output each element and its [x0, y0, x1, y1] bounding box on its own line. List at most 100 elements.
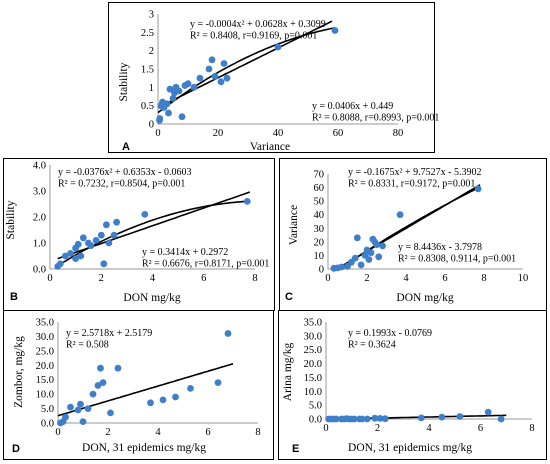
y-tick-label: 50 — [314, 197, 325, 208]
data-point — [87, 242, 95, 250]
regression-equation: R² = 0.8408, r=0.9169, p=0.001 — [190, 31, 317, 42]
y-tick-label: 70 — [314, 170, 325, 181]
y-tick-label: 25.0 — [304, 345, 322, 356]
data-point — [474, 185, 482, 193]
data-point — [99, 379, 107, 386]
regression-equation: y = -0.0376x² + 0.6353x - 0.0603 — [58, 167, 191, 178]
x-axis-title: DON mg/kg — [396, 292, 453, 304]
panel-letter: E — [292, 443, 299, 455]
data-point — [456, 413, 464, 420]
y-axis-title: Variance — [288, 205, 300, 245]
x-tick-label: 8 — [481, 273, 486, 284]
data-point — [163, 100, 171, 108]
data-point — [363, 415, 371, 423]
y-tick-label: 0 — [319, 265, 324, 276]
data-point — [92, 237, 100, 244]
y-tick-label: 10.0 — [304, 387, 322, 398]
data-point — [67, 250, 74, 257]
y-tick-label: 0 — [149, 120, 154, 131]
data-point — [172, 393, 179, 401]
regression-equation: R² = 0.3624 — [348, 340, 396, 351]
y-tick-label: 40 — [314, 210, 325, 221]
x-tick-label: 4 — [403, 273, 409, 284]
data-point — [77, 400, 84, 408]
data-point — [175, 87, 183, 95]
data-point — [178, 113, 186, 121]
regression-equation: y = 0.0406x + 0.449 — [312, 101, 393, 112]
data-point — [74, 240, 82, 248]
data-point — [365, 256, 373, 263]
data-point — [375, 253, 383, 261]
data-point — [165, 109, 172, 117]
panel-letter: A — [122, 141, 130, 153]
data-point — [79, 234, 87, 242]
x-tick-label: 60 — [333, 128, 344, 139]
data-point — [97, 231, 105, 239]
data-point — [156, 115, 164, 122]
data-point — [484, 408, 492, 416]
data-point — [72, 255, 79, 262]
data-point — [184, 80, 192, 88]
data-point — [84, 405, 92, 412]
data-point — [208, 56, 216, 64]
regression-equation: R² = 0.8088, r=0.8993, p=0.001 — [312, 113, 439, 124]
data-point — [107, 409, 114, 417]
y-tick-label: 2.5 — [141, 28, 154, 39]
data-point — [371, 414, 379, 422]
data-point — [497, 415, 505, 423]
y-tick-label: 25.0 — [36, 346, 54, 357]
y-tick-label: 1.0 — [33, 239, 46, 250]
data-point — [211, 72, 219, 80]
data-point — [367, 249, 375, 257]
regression-equation: y = -0.0004x² + 0.0628x + 0.3099 — [190, 19, 326, 30]
data-point — [97, 364, 104, 372]
y-tick-label: 5.0 — [309, 401, 322, 412]
y-tick-label: 30.0 — [36, 332, 54, 343]
data-point — [147, 399, 154, 407]
data-point — [274, 43, 282, 51]
y-tick-label: 5.0 — [41, 404, 54, 415]
panel-b-frame — [3, 158, 275, 311]
y-tick-label: 35.0 — [304, 318, 322, 329]
x-tick-label: 20 — [213, 128, 224, 139]
x-tick-label: 8 — [529, 423, 534, 434]
regression-equation: R² = 0.508 — [66, 340, 109, 351]
x-tick-label: 0 — [323, 423, 328, 434]
y-tick-label: 0.5 — [141, 101, 154, 112]
data-point — [205, 65, 213, 73]
regression-equation: y = 8.4436x - 3.7978 — [398, 242, 482, 253]
y-tick-label: 2 — [149, 46, 154, 57]
x-tick-label: 6 — [478, 423, 483, 434]
y-tick-label: 35.0 — [36, 318, 54, 329]
trendline-linear — [337, 184, 481, 270]
x-tick-label: 2 — [364, 273, 369, 284]
regression-equation: y = 0.3414x + 0.2972 — [142, 247, 228, 258]
data-point — [357, 261, 365, 269]
data-point — [110, 231, 118, 239]
y-tick-label: 20.0 — [36, 361, 54, 372]
regression-equation: y = -0.1675x² + 9.7527x - 5.3902 — [348, 167, 481, 178]
x-axis-title: DON, 31 epidemics mg/kg — [82, 442, 206, 454]
x-tick-label: 8 — [252, 273, 257, 284]
x-axis-title: DON mg/kg — [123, 292, 180, 304]
y-tick-label: 1.5 — [141, 65, 154, 76]
data-point — [331, 27, 339, 34]
data-point — [353, 234, 361, 242]
y-tick-label: 30.0 — [304, 331, 322, 342]
x-tick-label: 10 — [518, 273, 529, 284]
data-point — [79, 418, 87, 425]
panel-a-frame — [108, 2, 435, 153]
data-point — [141, 211, 149, 218]
y-tick-label: 2.0 — [33, 213, 46, 224]
data-point — [381, 415, 389, 423]
x-tick-label: 4 — [150, 273, 156, 284]
x-axis-title: DON, 31 epidemics mg/kg — [348, 442, 472, 454]
data-point — [74, 406, 82, 414]
regression-equation: R² = 0.6676, r=0.8171, p=0.001 — [142, 259, 269, 270]
x-tick-label: 40 — [273, 128, 284, 139]
y-tick-label: 1 — [149, 83, 154, 94]
regression-equation: R² = 0.8308, 0.9114, p=0.001 — [398, 254, 516, 265]
data-point — [338, 263, 345, 271]
y-axis-title: Arina mg/kg — [282, 343, 294, 402]
regression-equation: y = 0.1993x - 0.0769 — [348, 328, 432, 339]
